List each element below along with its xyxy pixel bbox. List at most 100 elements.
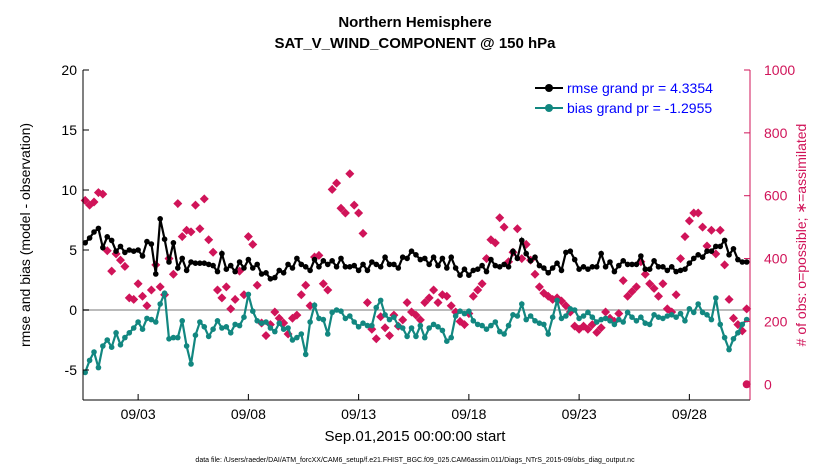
bias-point xyxy=(338,308,344,315)
bias-point xyxy=(157,301,163,307)
bias-point xyxy=(576,315,582,322)
rmse-point xyxy=(708,248,715,254)
obs-assimilated-point xyxy=(292,310,302,320)
obs-assimilated-point xyxy=(495,213,505,223)
rmse-point xyxy=(219,250,225,257)
rmse-point xyxy=(294,255,300,262)
bias-point xyxy=(144,315,150,322)
bias-point xyxy=(280,326,287,333)
rmse-point xyxy=(726,252,732,258)
bias-point xyxy=(444,338,450,345)
obs-assimilated-point xyxy=(261,331,271,341)
bias-point xyxy=(351,319,358,325)
rmse-point xyxy=(108,237,115,244)
rmse-point xyxy=(104,234,111,240)
obs-assimilated-point xyxy=(512,224,522,234)
bias-point xyxy=(726,346,732,353)
rmse-point xyxy=(439,255,446,262)
rmse-point xyxy=(144,238,150,245)
obs-assimilated-point xyxy=(706,225,716,235)
rmse-point xyxy=(188,259,194,265)
bias-point xyxy=(302,351,309,358)
obs-assimilated-point xyxy=(460,320,469,330)
rmse-point xyxy=(510,248,516,254)
obs-assimilated-point xyxy=(640,269,650,279)
rmse-point xyxy=(479,262,485,269)
x-tick-label: 09/28 xyxy=(672,406,707,422)
obs-assimilated-point xyxy=(349,200,359,210)
rmse-point xyxy=(673,268,679,275)
y-left-tick-label: 10 xyxy=(61,182,77,198)
obs-assimilated-point xyxy=(191,200,200,210)
bias-point xyxy=(342,315,349,322)
bias-point xyxy=(104,337,111,343)
rmse-point xyxy=(730,246,737,252)
obs-assimilated-point xyxy=(385,331,394,341)
rmse-point xyxy=(616,262,622,269)
rmse-point xyxy=(91,229,97,235)
rmse-point xyxy=(227,262,234,269)
obs-assimilated-point xyxy=(270,307,280,317)
bias-point xyxy=(170,334,177,341)
bias-point xyxy=(100,343,106,349)
obs-assimilated-point xyxy=(446,301,456,311)
bias-point xyxy=(399,325,406,331)
rmse-point xyxy=(474,266,481,273)
obs-assimilated-point xyxy=(301,280,311,290)
bias-point xyxy=(373,304,380,311)
rmse-point xyxy=(205,261,212,268)
rmse-point xyxy=(567,248,574,254)
obs-assimilated-point xyxy=(473,285,483,295)
rmse-point xyxy=(444,265,450,271)
rmse-point xyxy=(690,255,697,262)
x-tick-label: 09/13 xyxy=(341,406,376,422)
bias-point xyxy=(651,312,657,318)
x-tick-label: 09/23 xyxy=(562,406,597,422)
rmse-point xyxy=(585,266,591,273)
bias-point xyxy=(333,307,340,313)
rmse-point xyxy=(624,261,631,268)
rmse-point xyxy=(333,264,340,270)
bias-point xyxy=(567,306,574,312)
bias-point xyxy=(223,324,230,330)
bias-point xyxy=(95,364,102,371)
rmse-point xyxy=(377,264,384,270)
bias-point xyxy=(607,318,613,324)
rmse-point xyxy=(139,253,146,259)
bias-point xyxy=(448,334,455,341)
rmse-point xyxy=(638,253,644,259)
obs-assimilated-point xyxy=(742,304,752,314)
bias-point xyxy=(311,302,318,309)
bias-point xyxy=(294,334,300,341)
bias-point xyxy=(117,342,124,348)
bias-point xyxy=(532,318,538,324)
obs-assimilated-point xyxy=(561,301,571,311)
bias-point xyxy=(386,316,393,323)
bias-point xyxy=(267,325,274,331)
bias-point xyxy=(589,314,596,321)
obs-assimilated-point xyxy=(120,261,130,271)
rmse-point xyxy=(563,249,569,256)
rmse-point xyxy=(82,240,89,246)
rmse-point xyxy=(461,266,468,273)
rmse-point xyxy=(488,256,494,263)
rmse-point xyxy=(404,255,410,262)
rmse-point xyxy=(576,266,582,273)
rmse-point xyxy=(677,267,684,274)
obs-assimilated-point xyxy=(98,189,108,199)
rmse-point xyxy=(426,261,432,268)
bias-point xyxy=(655,314,662,321)
rmse-point xyxy=(135,247,141,253)
bias-point xyxy=(642,320,649,327)
rmse-point xyxy=(329,258,335,264)
legend-bias-marker xyxy=(545,104,553,112)
bias-point xyxy=(580,313,587,319)
y-right-tick-label: 200 xyxy=(764,313,788,329)
rmse-point xyxy=(86,235,93,241)
rmse-point xyxy=(532,254,538,260)
rmse-point xyxy=(492,262,499,269)
obs-assimilated-point xyxy=(583,324,593,334)
bias-point xyxy=(536,320,543,327)
rmse-point xyxy=(395,265,402,271)
bias-point xyxy=(501,331,507,337)
